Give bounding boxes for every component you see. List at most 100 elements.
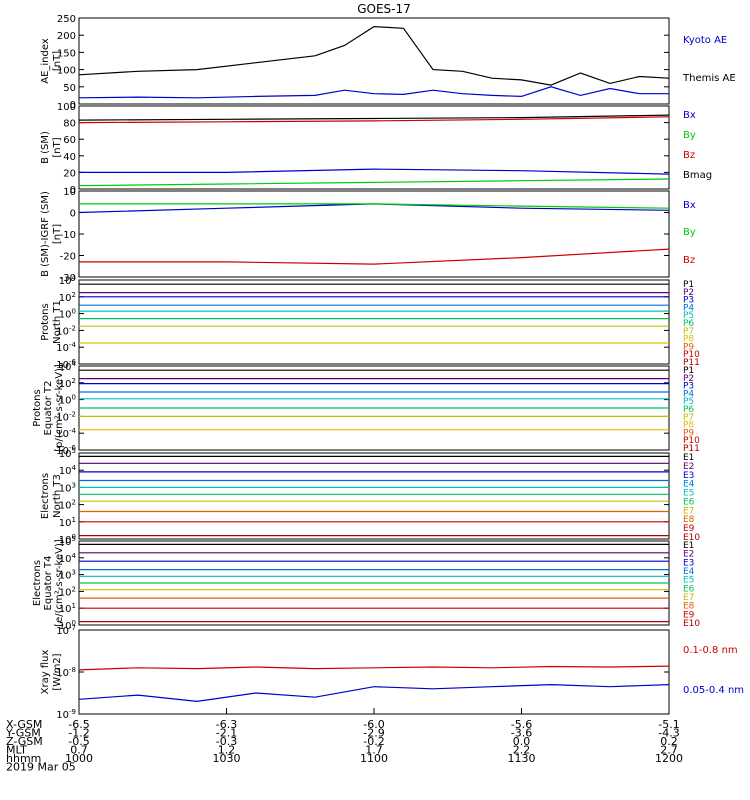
ephemeris-value: 1200 [655,752,683,765]
ephemeris-value: 1030 [213,752,241,765]
series-line-bx [79,168,670,175]
legend-label: Bmag [683,170,712,181]
series-line-bx [78,203,670,214]
y-tick-label: 100 [57,102,76,113]
legend-label: E5 [683,576,694,586]
legend-label: P4 [683,389,694,399]
y-axis-label: [nT] [52,224,63,244]
series-line-bmag [78,114,670,121]
y-tick-label: -10 [60,230,76,241]
series-line-by [78,178,670,187]
y-axis-label: Electrons [40,473,51,519]
legend-label: Bx [683,200,696,211]
legend-label: E6 [683,584,695,594]
y-axis-label: [W/m2] [52,653,63,690]
y-tick-label: 200 [57,31,76,42]
ephemeris-value: 2.7 [660,744,678,757]
series-group [78,665,670,703]
series-group [78,203,670,265]
y-tick-label: -30 [60,273,76,284]
y-tick-label: 0 [70,100,76,111]
series-line-kyoto-ae [78,86,669,99]
legend-label: By [683,227,696,238]
y-tick-label: 10 [63,187,76,198]
ephemeris-value: 1.2 [218,744,236,757]
ephemeris-value: -0.5 [68,735,89,748]
legend-label: 0.05-0.4 nm [683,685,744,696]
ephemeris-value: -4.3 [658,727,679,740]
legend-label: P2 [683,288,694,298]
plot-title: GOES-17 [357,2,411,16]
legend-label: E3 [683,558,694,568]
series-group [78,114,670,187]
y-axis-label: Protons [40,303,51,340]
legend-label: Bx [683,110,696,121]
legend-label: P3 [683,382,694,392]
legend-label: P8 [683,335,694,345]
ephemeris-value: -2.1 [216,727,237,740]
legend-label: P3 [683,296,694,306]
y-tick-label: 105 [59,447,76,460]
legend-label: E5 [683,489,694,499]
legend-label: P6 [683,319,694,329]
legend-label: P10 [683,436,700,446]
series-line-0-1-0-8-nm [78,665,670,671]
legend-label: Kyoto AE [683,35,727,46]
panel-1: 250 200 150 100 50 0 AE_index [nT] Kyoto AE Themi… [40,14,736,111]
ephemeris-value: 0.2 [660,735,678,748]
legend-label: E9 [683,524,695,534]
series-line-bz [79,248,670,265]
legend: Kyoto AE Themis AE [682,35,736,84]
y-tick-label: 40 [63,152,76,163]
y-tick-label: 10-7 [56,624,76,637]
legend-label: E8 [683,515,695,525]
y-axis-label: North T3 [52,474,63,518]
ephemeris-value: 1000 [65,752,93,765]
ephemeris-row-label: Z-GSM [6,735,43,748]
panel-frame [78,452,670,540]
legend-label: By [683,130,696,141]
y-axis-label: Equator T4 [43,556,54,611]
panel-frame [78,105,670,190]
legend-label: E10 [683,619,700,629]
legend-label: P1 [683,280,694,290]
y-axis-label: AE_index [40,38,51,84]
ephemeris-value: -3.6 [511,727,532,740]
series-group [79,543,669,623]
ephemeris-value: 0.0 [513,735,531,748]
legend-label: E3 [683,471,694,481]
legend-label: E4 [683,480,695,490]
legend: Bx By Bz Bmag [683,110,712,181]
y-tick-label: 0 [70,209,76,220]
ephemeris-value: -6.3 [216,718,237,731]
y-tick-label: 104 [59,274,77,287]
legend-label: Bz [683,150,695,161]
ephemeris-value: -2.9 [363,727,384,740]
y-tick-label: 0 [70,185,76,196]
y-tick-label: 60 [63,135,76,146]
series-group [79,283,669,344]
ephemeris-row-label: hhmm [6,752,41,765]
y-axis-label: Equator T2 [43,381,54,436]
ephemeris-value: -6.0 [363,718,384,731]
series-group [79,369,669,431]
series-group [78,25,670,99]
y-axis-label: [p/(cm²-s-sr-keV)] [54,364,65,452]
y-axis-label: [nT] [52,137,63,157]
ephemeris-row-label: X-GSM [6,718,42,731]
ephemeris-value: -0.3 [216,735,237,748]
y-tick-label: 20 [63,168,76,179]
legend-label: P7 [683,327,694,337]
y-axis-label: North T1 [52,300,63,344]
y-tick-label: 250 [57,14,76,25]
ephemeris-value: -5.1 [658,718,679,731]
legend-label: P2 [683,374,694,384]
